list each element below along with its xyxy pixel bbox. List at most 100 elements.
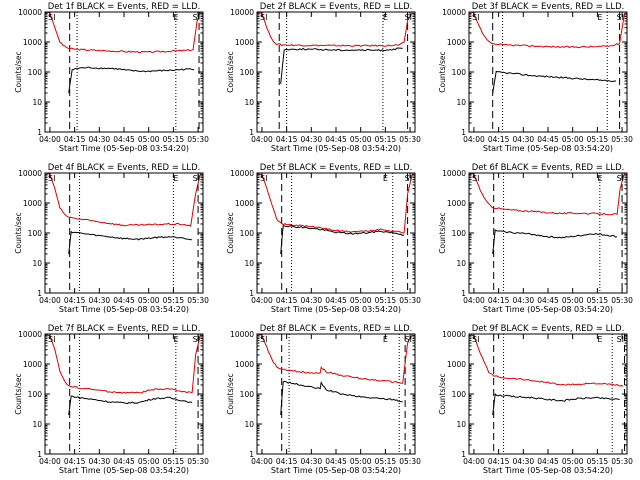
y-tick-label: 100 [28,229,43,238]
panel-title: Det 1f BLACK = Events, RED = LLD. [48,2,201,12]
left-event-letters: SI [48,13,55,22]
x-tick-label: 05:15 [587,135,609,144]
plot-frame [44,333,204,455]
x-tick-label: 04:15 [64,457,86,466]
y-tick-label: 1 [37,128,42,137]
x-tick-label: 04:00 [251,296,273,305]
x-tick-label: 04:15 [488,135,510,144]
left-event-letters: SI [48,335,55,344]
right-event-letters: SI [405,174,412,183]
x-tick-label: 04:00 [463,457,485,466]
y-tick-label: 10 [32,98,42,107]
event-letter: E [173,13,178,22]
left-event-letters: SI [472,13,479,22]
event-letter: E [383,174,388,183]
lld-rate-line [257,334,413,384]
panel-det-7: Det 7f BLACK = Events, RED = LLD.SI SI E 1 1… [14,324,209,475]
right-event-letters: SI [617,174,624,183]
y-tick-label: 1000 [23,38,42,47]
y-tick-label: 1000 [447,360,466,369]
y-tick-label: 1 [37,450,42,459]
y-tick-label: 10 [32,420,42,429]
y-tick-label: 1 [249,289,254,298]
x-tick-label: 04:00 [39,457,61,466]
y-tick-label: 10 [244,98,254,107]
x-tick-label: 05:15 [375,135,397,144]
events-rate-line [68,66,195,94]
x-axis-label: Start Time (05-Sep-08 03:54:20) [59,466,189,475]
x-tick-label: 05:15 [587,296,609,305]
panel-det-5: Det 5f BLACK = Events, RED = LLD.SI SI E 1 1… [226,163,421,314]
events-rate-line [280,380,403,416]
y-tick-label: 1000 [23,199,42,208]
lld-rate-line [257,12,413,47]
x-tick-label: 04:00 [251,135,273,144]
y-tick-label: 10000 [230,330,254,339]
y-tick-label: 10000 [18,169,42,178]
y-axis-label: Counts/sec [438,373,447,414]
x-tick-label: 04:45 [325,457,347,466]
panel-title: Det 6f BLACK = Events, RED = LLD. [472,163,625,173]
x-tick-label: 04:30 [301,296,323,305]
events-rate-line [280,225,405,255]
x-tick-label: 05:00 [350,296,372,305]
x-tick-label: 05:30 [611,457,633,466]
y-tick-label: 10000 [18,8,42,17]
x-tick-label: 04:15 [276,457,298,466]
x-tick-label: 05:00 [562,296,584,305]
y-tick-label: 10 [456,420,466,429]
x-tick-label: 04:30 [513,296,535,305]
x-tick-label: 04:30 [513,457,535,466]
x-tick-label: 04:45 [113,135,135,144]
x-tick-label: 05:00 [562,135,584,144]
y-tick-label: 100 [28,68,43,77]
x-tick-label: 05:30 [187,135,209,144]
x-tick-label: 05:30 [187,296,209,305]
event-letter: E [173,335,178,344]
x-tick-label: 05:30 [399,135,421,144]
y-axis-label: Counts/sec [226,212,235,253]
x-tick-label: 04:30 [301,135,323,144]
event-letter: E [383,335,388,344]
right-event-letters: SI [617,335,624,344]
x-tick-label: 04:30 [89,296,111,305]
x-tick-label: 05:00 [138,135,160,144]
x-axis-label: Start Time (05-Sep-08 03:54:20) [59,305,189,314]
lld-rate-line [45,12,201,54]
x-axis-label: Start Time (05-Sep-08 03:54:20) [271,466,401,475]
y-tick-label: 100 [240,229,255,238]
panel-title: Det 5f BLACK = Events, RED = LLD. [260,163,413,173]
plot-frame [468,172,628,294]
y-axis-label: Counts/sec [14,373,23,414]
left-event-letters: SI [48,174,55,183]
x-axis-label: Start Time (05-Sep-08 03:54:20) [483,466,613,475]
y-tick-label: 1 [461,128,466,137]
left-event-letters: SI [472,335,479,344]
right-event-letters: SI [193,335,200,344]
lld-rate-line [45,173,201,227]
x-tick-label: 04:45 [113,296,135,305]
x-tick-label: 05:00 [350,457,372,466]
x-tick-label: 05:15 [375,296,397,305]
panel-det-4: Det 4f BLACK = Events, RED = LLD.SI SI E 1 1… [14,163,209,314]
x-tick-label: 05:30 [399,296,421,305]
right-event-letters: SI [405,335,412,344]
right-event-letters: SI [405,13,412,22]
right-event-letters: SI [193,174,200,183]
lld-rate-line [45,334,201,394]
x-tick-label: 05:15 [375,457,397,466]
x-tick-label: 04:15 [276,135,298,144]
y-tick-label: 10 [456,259,466,268]
event-letter: E [597,13,602,22]
events-rate-line [492,229,618,255]
events-rate-line [68,395,193,416]
x-tick-label: 04:15 [64,296,86,305]
panel-det-1: Det 1f BLACK = Events, RED = LLD.SI SI E 1 1… [14,2,209,153]
x-tick-label: 04:45 [537,296,559,305]
y-tick-label: 100 [28,390,43,399]
x-tick-label: 04:15 [64,135,86,144]
event-letter: E [597,335,602,344]
x-tick-label: 04:15 [488,296,510,305]
x-tick-label: 04:00 [39,135,61,144]
